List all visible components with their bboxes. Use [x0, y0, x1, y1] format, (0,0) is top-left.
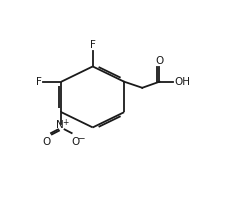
Text: OH: OH — [174, 77, 190, 87]
Text: F: F — [90, 40, 96, 50]
Text: O: O — [155, 56, 164, 67]
Text: O: O — [43, 137, 51, 147]
Text: +: + — [63, 118, 69, 127]
Text: N: N — [56, 120, 63, 130]
Text: O: O — [72, 137, 80, 147]
Text: F: F — [37, 77, 42, 87]
Text: −: − — [77, 133, 84, 143]
